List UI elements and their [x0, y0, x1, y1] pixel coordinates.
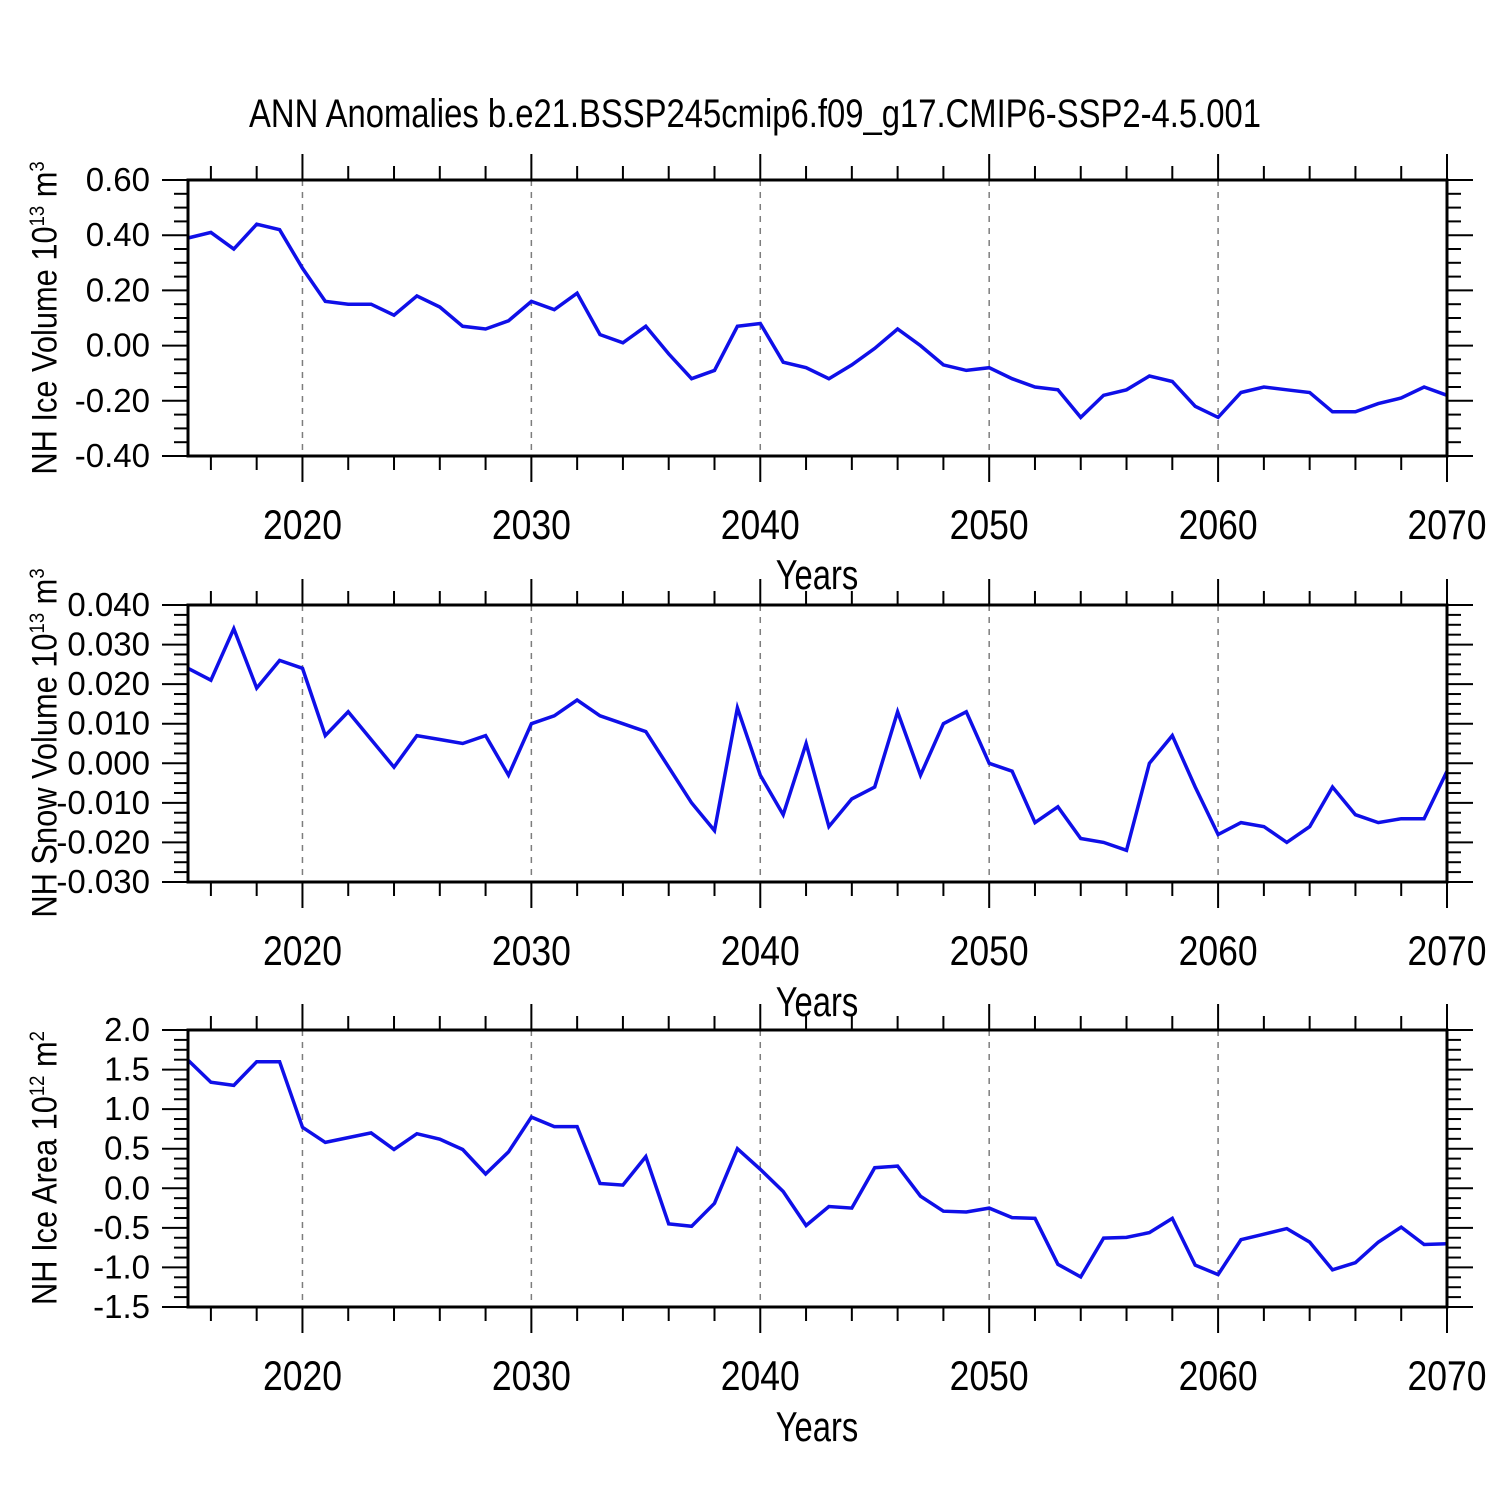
x-tick-label: 2050 — [950, 1352, 1029, 1399]
x-tick-label: 2030 — [492, 927, 571, 974]
x-tick-labels: 2020 2030 2040 2050 2060 2070 — [263, 501, 1487, 548]
x-tick-label: 2040 — [721, 501, 800, 548]
y-tick-label: -0.20 — [75, 382, 150, 419]
x-tick-label: 2060 — [1179, 501, 1258, 548]
decade-gridlines — [301, 605, 1219, 882]
snow-volume-series-line — [187, 624, 1449, 853]
x-tick-label: 2070 — [1408, 1352, 1487, 1399]
y-tick-labels: 2.01.51.00.50.0-0.5-1.0-1.5 — [93, 1011, 150, 1325]
x-axis-label-middle-panel: Years — [775, 978, 859, 1025]
y-tick-label: -0.40 — [75, 437, 150, 474]
ice-volume-frame — [186, 178, 1449, 458]
x-tick-label: 2070 — [1408, 501, 1487, 548]
ice-volume-series-line — [187, 222, 1448, 420]
x-tick-labels: 2020 2030 2040 2050 2060 2070 — [263, 927, 1487, 974]
y-tick-label: -1.5 — [93, 1288, 150, 1325]
decade-gridlines — [301, 1030, 1219, 1307]
ice-area-frame — [186, 1028, 1449, 1309]
x-axis-label-bottom-panel: Years — [775, 1403, 859, 1450]
y-tick-label: 0.020 — [67, 665, 150, 702]
ice-area-series-line — [186, 1058, 1448, 1280]
y-tick-label: 0.0 — [104, 1169, 150, 1206]
axis-ticks — [162, 1004, 1473, 1333]
y-tick-label: 0.5 — [104, 1130, 150, 1167]
x-tick-label: 2050 — [950, 927, 1029, 974]
y-tick-label: -0.5 — [93, 1209, 150, 1246]
x-tick-label: 2050 — [950, 501, 1029, 548]
decade-gridlines — [301, 180, 1219, 456]
y-tick-label: 0.000 — [67, 744, 150, 781]
x-tick-label: 2030 — [492, 501, 571, 548]
x-tick-label: 2020 — [263, 1352, 342, 1399]
y-tick-label: 0.40 — [86, 216, 150, 253]
y-tick-label: 0.20 — [86, 271, 150, 308]
x-tick-label: 2030 — [492, 1352, 571, 1399]
y-tick-label: 0.00 — [86, 327, 150, 364]
y-tick-label: 1.0 — [104, 1090, 150, 1127]
x-tick-label: 2020 — [263, 501, 342, 548]
axis-ticks — [162, 579, 1473, 908]
x-tick-label: 2040 — [721, 1352, 800, 1399]
snow-volume-panel: 0.0400.0300.0200.0100.000-0.010-0.020-0.… — [56, 579, 1487, 974]
axis-ticks — [162, 154, 1473, 482]
x-tick-label: 2060 — [1179, 1352, 1258, 1399]
y-tick-label: 0.040 — [67, 586, 150, 623]
y-tick-labels: 0.60 0.40 0.20 0.00 -0.20 -0.40 — [75, 161, 150, 474]
y-tick-label: 1.5 — [104, 1051, 150, 1088]
y-tick-labels: 0.0400.0300.0200.0100.000-0.010-0.020-0.… — [56, 586, 150, 900]
x-tick-label: 2070 — [1408, 927, 1487, 974]
y-tick-label: -0.010 — [56, 784, 150, 821]
x-axis-label-top-panel: Years — [775, 551, 859, 598]
y-tick-label: -1.0 — [93, 1248, 150, 1285]
y-tick-label: -0.020 — [56, 823, 150, 860]
y-tick-label: 2.0 — [104, 1011, 150, 1048]
x-tick-label: 2040 — [721, 927, 800, 974]
x-tick-label: 2020 — [263, 927, 342, 974]
y-tick-label: 0.010 — [67, 705, 150, 742]
x-tick-label: 2060 — [1179, 927, 1258, 974]
y-tick-label: 0.030 — [67, 626, 150, 663]
snow-volume-frame — [186, 603, 1449, 884]
x-tick-labels: 2020 2030 2040 2050 2060 2070 — [263, 1352, 1487, 1399]
chart-title: ANN Anomalies b.e21.BSSP245cmip6.f09_g17… — [249, 92, 1261, 136]
y-tick-label: 0.60 — [86, 161, 150, 198]
y-tick-label: -0.030 — [56, 863, 150, 900]
